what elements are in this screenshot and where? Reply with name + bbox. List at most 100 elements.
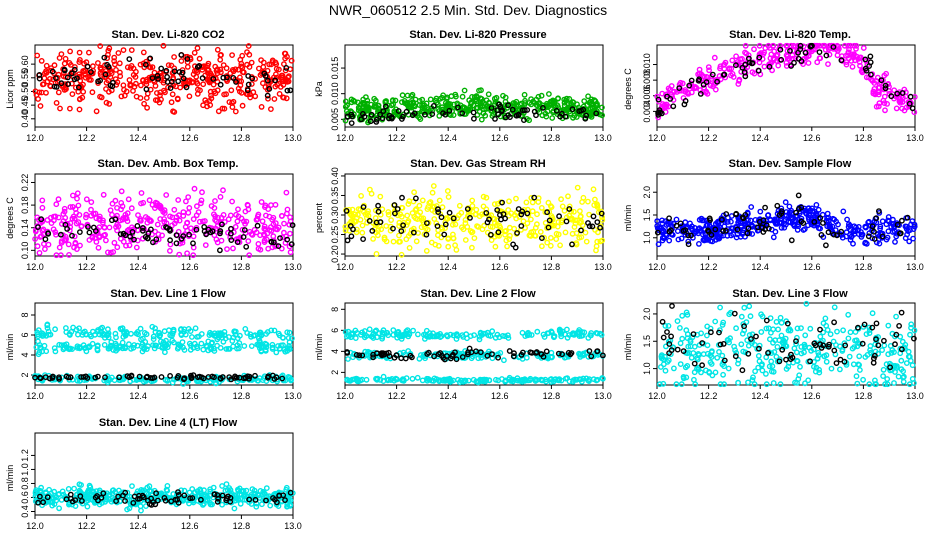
data-point [662, 367, 669, 374]
data-point [227, 230, 234, 237]
data-point [167, 85, 174, 92]
data-point [385, 115, 392, 122]
data-point [279, 213, 285, 219]
data-point [873, 336, 879, 343]
y-tick-label: 1.0 [20, 463, 30, 476]
data-point [263, 331, 269, 337]
data-point [377, 193, 384, 200]
data-point [599, 217, 606, 223]
y-tick-label: 0.50 [20, 83, 30, 101]
data-point [286, 221, 293, 228]
data-point [70, 192, 76, 199]
data-point [556, 213, 562, 220]
data-point [154, 221, 161, 228]
data-point [813, 201, 820, 208]
data-point [666, 228, 673, 235]
data-point [518, 211, 525, 218]
data-point [47, 76, 53, 82]
data-point [136, 373, 143, 380]
data-point [739, 64, 746, 71]
data-point [765, 349, 771, 356]
scatter-chart: 12.0 12.2 12.4 12.6 12.8 13.01.01.52.0 [642, 300, 924, 401]
data-point [794, 213, 800, 219]
data-point [684, 89, 691, 96]
data-point [496, 222, 503, 229]
data-point [484, 219, 491, 226]
data-point [590, 213, 597, 220]
data-point [814, 355, 821, 362]
data-point [396, 232, 402, 239]
data-point [901, 107, 908, 114]
data-point [410, 327, 416, 334]
data-point [212, 213, 219, 220]
data-point [217, 193, 224, 200]
data-point [238, 63, 245, 70]
data-point [676, 85, 683, 92]
data-point [55, 214, 62, 221]
y-axis-label: percent [314, 202, 324, 233]
data-point [867, 53, 874, 60]
data-point [390, 225, 396, 232]
data-point [134, 342, 141, 349]
data-point [80, 374, 87, 380]
data-point [834, 232, 840, 239]
data-point [140, 199, 147, 206]
data-point [182, 331, 189, 338]
data-point [155, 76, 162, 82]
data-point [797, 46, 804, 53]
data-point [147, 64, 154, 71]
data-point [42, 236, 49, 243]
data-point [209, 339, 216, 346]
data-point [188, 334, 195, 340]
data-point [264, 67, 271, 74]
data-point [112, 330, 119, 337]
data-point [665, 338, 672, 345]
data-point [447, 331, 454, 338]
data-point [594, 219, 601, 226]
data-point [214, 46, 221, 53]
data-point [686, 82, 693, 89]
data-point [502, 377, 509, 384]
data-point [528, 216, 534, 223]
data-point [745, 342, 752, 349]
data-point [445, 236, 452, 242]
data-point [423, 247, 430, 254]
data-point [594, 100, 600, 107]
data-point [439, 94, 445, 101]
data-point [419, 96, 426, 103]
data-point [235, 206, 241, 213]
data-point [230, 343, 237, 350]
x-tick-label: 12.4 [751, 391, 769, 401]
data-point [382, 103, 389, 110]
data-point [232, 223, 239, 230]
data-point [874, 231, 881, 238]
panel-temp: Stan. Dev. Li-820 Temp. degrees C [623, 29, 851, 110]
y-axis-label: degrees C [623, 68, 633, 110]
data-point [807, 207, 814, 214]
data-point [893, 105, 900, 112]
data-point [411, 213, 418, 220]
data-point [220, 338, 227, 345]
data-point [275, 66, 282, 73]
y-tick-label: 0.008 [642, 69, 652, 92]
panel-title: Stan. Dev. Line 3 Flow [732, 288, 848, 300]
data-point [695, 350, 702, 357]
data-point [62, 221, 69, 228]
data-point [358, 116, 365, 123]
data-point [353, 351, 360, 358]
data-point [342, 98, 349, 105]
x-tick-label: 12.0 [648, 262, 666, 272]
data-point [519, 107, 526, 114]
data-point [679, 335, 686, 342]
data-point [388, 114, 395, 121]
data-point [906, 238, 913, 245]
data-point [551, 100, 558, 107]
data-point [673, 222, 680, 229]
data-point [774, 202, 781, 209]
data-point [388, 217, 394, 224]
data-point [721, 381, 727, 388]
data-point [888, 93, 895, 100]
data-point [505, 102, 511, 109]
data-point [700, 237, 707, 243]
